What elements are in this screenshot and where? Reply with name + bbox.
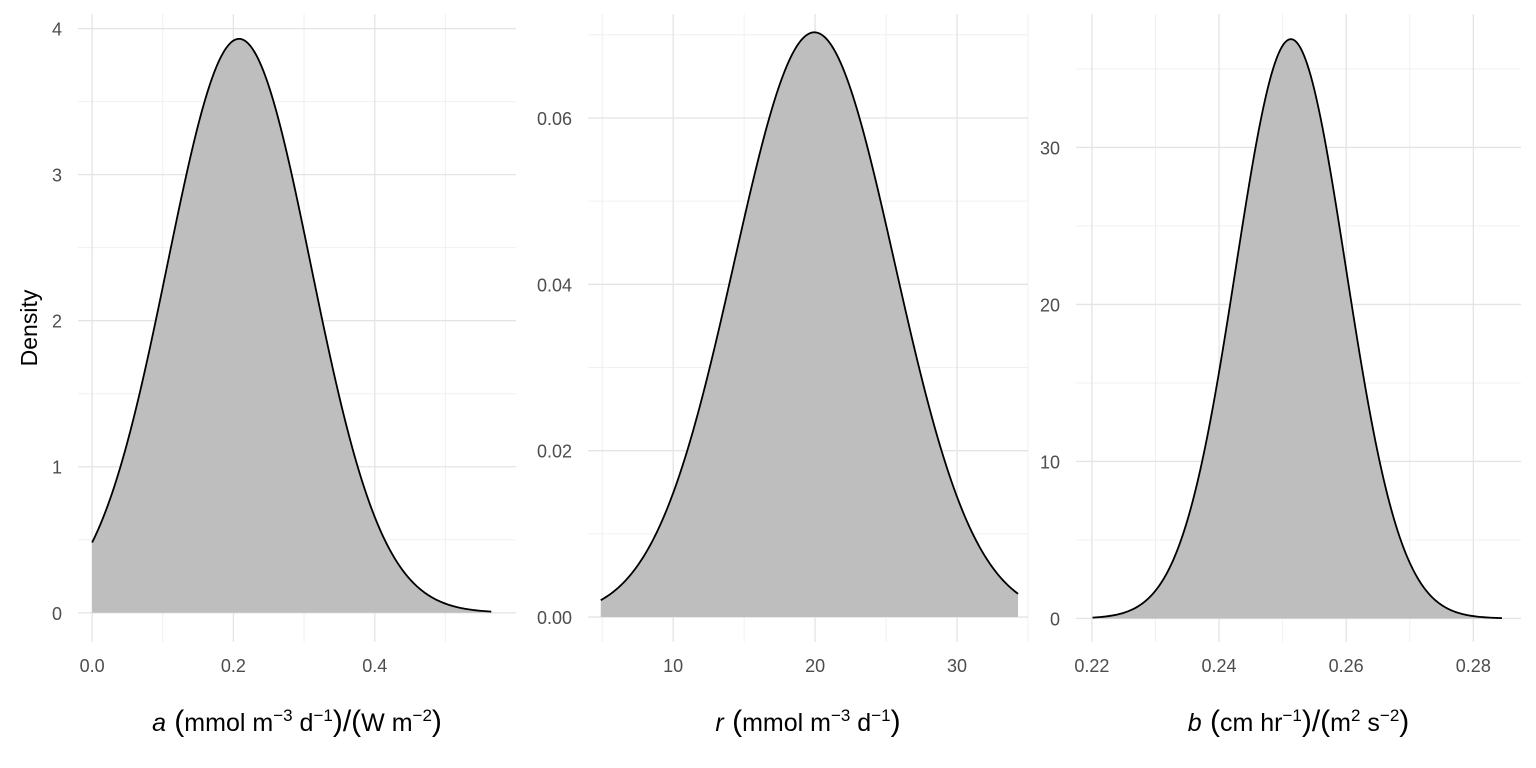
panel-2: 10 20 30 0.00 0.02 0.04 0.06 r (mmol m−3 d−1) <box>537 14 1029 738</box>
paren: /( <box>343 705 361 738</box>
y-tick-label: 0 <box>52 604 62 624</box>
y-tick-label: 4 <box>52 20 62 40</box>
paren: ( <box>166 705 184 738</box>
y-tick-label: 30 <box>1040 138 1060 158</box>
x-tick-label: 0.28 <box>1456 656 1491 676</box>
paren: ) <box>1302 705 1312 738</box>
x-tick-label: 30 <box>947 656 967 676</box>
x-tick-label: 0.4 <box>362 656 387 676</box>
x-tick-label: 0.22 <box>1074 656 1109 676</box>
paren: ) <box>891 705 901 738</box>
paren: ) <box>432 705 442 738</box>
x-axis-title: b (cm hr−1)/(m2 s−2) <box>1188 705 1410 738</box>
y-tick-label: 3 <box>52 166 62 186</box>
unit-text: cm hr <box>1220 709 1283 737</box>
axis-variable: a <box>152 709 166 737</box>
y-tick-label: 0.00 <box>537 608 572 628</box>
y-tick-label: 20 <box>1040 295 1060 315</box>
x-tick-label: 20 <box>805 656 825 676</box>
unit-text: s <box>1360 709 1379 737</box>
unit-exponent: −3 <box>831 706 850 725</box>
paren: ) <box>333 705 343 738</box>
x-axis-title: r (mmol m−3 d−1) <box>715 705 900 738</box>
paren: ( <box>1202 705 1220 738</box>
density-line <box>91 37 492 613</box>
unit-text: d <box>293 709 314 737</box>
y-axis-title: Density <box>16 289 42 366</box>
x-axis-title: a (mmol m−3 d−1)/(W m−2) <box>152 705 442 738</box>
unit-exponent: −1 <box>313 706 332 725</box>
paren: /( <box>1312 705 1330 738</box>
unit-text: d <box>850 709 871 737</box>
density-area <box>600 32 1019 618</box>
unit-text: W m <box>361 709 412 737</box>
paren: ( <box>724 705 742 738</box>
density-line <box>600 31 1019 601</box>
density-line <box>1092 38 1502 619</box>
x-tick-label: 0.0 <box>80 656 105 676</box>
y-tick-label: 0 <box>1050 609 1060 629</box>
y-tick-label: 10 <box>1040 452 1060 472</box>
unit-text: m <box>1330 709 1351 737</box>
axis-variable: r <box>715 709 725 737</box>
unit-exponent: −1 <box>1282 706 1301 725</box>
unit-exponent: 2 <box>1351 706 1360 725</box>
x-tick-label: 0.2 <box>221 656 246 676</box>
paren: ) <box>1399 705 1409 738</box>
unit-exponent: −1 <box>871 706 890 725</box>
y-tick-label: 0.06 <box>537 109 572 129</box>
x-tick-label: 0.26 <box>1329 656 1364 676</box>
y-tick-label: 2 <box>52 312 62 332</box>
unit-text: mmol m <box>742 709 831 737</box>
unit-exponent: −2 <box>413 706 432 725</box>
unit-text: mmol m <box>184 709 273 737</box>
unit-exponent: −2 <box>1380 706 1399 725</box>
y-tick-label: 0.04 <box>537 275 572 295</box>
density-area <box>1092 39 1502 619</box>
y-tick-label: 0.02 <box>537 442 572 462</box>
axis-variable: b <box>1188 709 1202 737</box>
x-tick-label: 10 <box>663 656 683 676</box>
x-tick-label: 0.24 <box>1202 656 1237 676</box>
density-area <box>92 38 492 613</box>
unit-exponent: −3 <box>273 706 292 725</box>
y-tick-label: 1 <box>52 458 62 478</box>
